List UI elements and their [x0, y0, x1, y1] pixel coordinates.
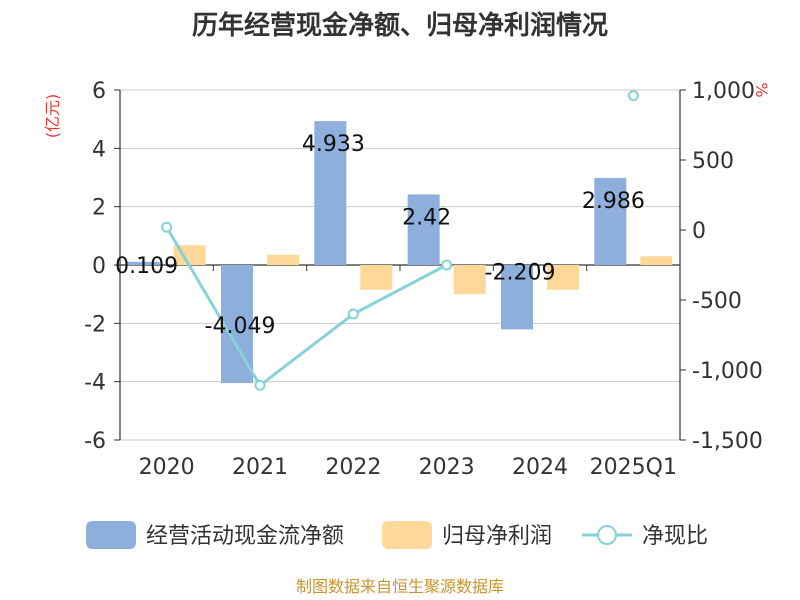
data-labels: 0.109 -4.049 4.933 2.42 -2.209 2.986 — [115, 132, 645, 339]
left-axis-unit: (亿元) — [43, 94, 62, 139]
axes: 6 4 2 0 -2 -4 -6 1,000 500 0 -500 -1,000 -1,500 — [84, 79, 763, 454]
cash-flow-bar — [501, 265, 533, 330]
net-profit-bar — [360, 265, 393, 290]
net-profit-bar — [547, 265, 579, 290]
x-tick-label: 2023 — [419, 455, 475, 480]
left-tick-label: 6 — [92, 79, 106, 104]
cash-flow-data-label: 2.986 — [582, 189, 645, 214]
ratio-point — [627, 90, 639, 102]
x-tick-label: 2022 — [325, 455, 381, 480]
cash-flow-bar — [314, 121, 347, 265]
source-note: 制图数据来自恒生聚源数据库 — [296, 577, 504, 596]
right-tick-label: -1,500 — [692, 429, 763, 454]
right-tick-label: 1,000 — [692, 79, 755, 104]
cash-flow-data-label: -2.209 — [485, 260, 556, 285]
cash-flow-bar — [127, 261, 160, 265]
x-tick-label: 2020 — [139, 455, 195, 480]
left-tick-label: 4 — [92, 137, 106, 162]
ratio-point — [441, 259, 453, 271]
cash-flow-data-label: 0.109 — [115, 254, 178, 279]
bars — [127, 121, 673, 384]
legend: 经营活动现金流净额 归母净利润 净现比 — [86, 521, 708, 549]
chart-title: 历年经营现金净额、归母净利润情况 — [192, 10, 608, 41]
ratio-point — [347, 308, 359, 320]
ratio-line — [165, 226, 448, 388]
ratio-point — [161, 221, 173, 233]
x-tick-label: 2025Q1 — [590, 455, 677, 480]
right-tick-label: 0 — [692, 219, 706, 244]
net-profit-bar — [453, 265, 486, 295]
right-tick-label: 500 — [692, 149, 734, 174]
left-tick-label: 0 — [92, 254, 106, 279]
ratio-point — [254, 379, 266, 391]
left-tick-label: -4 — [84, 371, 106, 396]
legend-label-net-profit: 归母净利润 — [442, 524, 552, 549]
legend-marker-ratio — [597, 525, 617, 545]
cash-flow-bar — [407, 194, 440, 265]
legend-label-ratio: 净现比 — [642, 524, 708, 549]
legend-label-cash-flow: 经营活动现金流净额 — [146, 524, 344, 549]
cash-flow-data-label: -4.049 — [205, 314, 276, 339]
legend-swatch-net-profit — [382, 521, 432, 549]
legend-swatch-cash-flow — [86, 521, 136, 549]
cash-flow-bar — [594, 177, 627, 265]
x-tick-label: 2024 — [512, 455, 568, 480]
left-tick-label: -2 — [84, 312, 106, 337]
cash-flow-data-label: 2.42 — [402, 205, 451, 230]
ratio-line-series — [161, 90, 639, 391]
x-tick-labels: 2020 2021 2022 2023 2024 2025Q1 — [139, 455, 677, 480]
right-tick-label: -500 — [692, 289, 742, 314]
left-tick-label: 2 — [92, 196, 106, 221]
left-tick-label: -6 — [84, 429, 106, 454]
right-axis-unit: % — [752, 82, 771, 97]
cash-flow-data-label: 4.933 — [302, 132, 365, 157]
net-profit-bar — [267, 254, 299, 265]
net-profit-bar — [640, 256, 673, 265]
x-tick-label: 2021 — [232, 455, 288, 480]
right-tick-label: -1,000 — [692, 359, 763, 384]
